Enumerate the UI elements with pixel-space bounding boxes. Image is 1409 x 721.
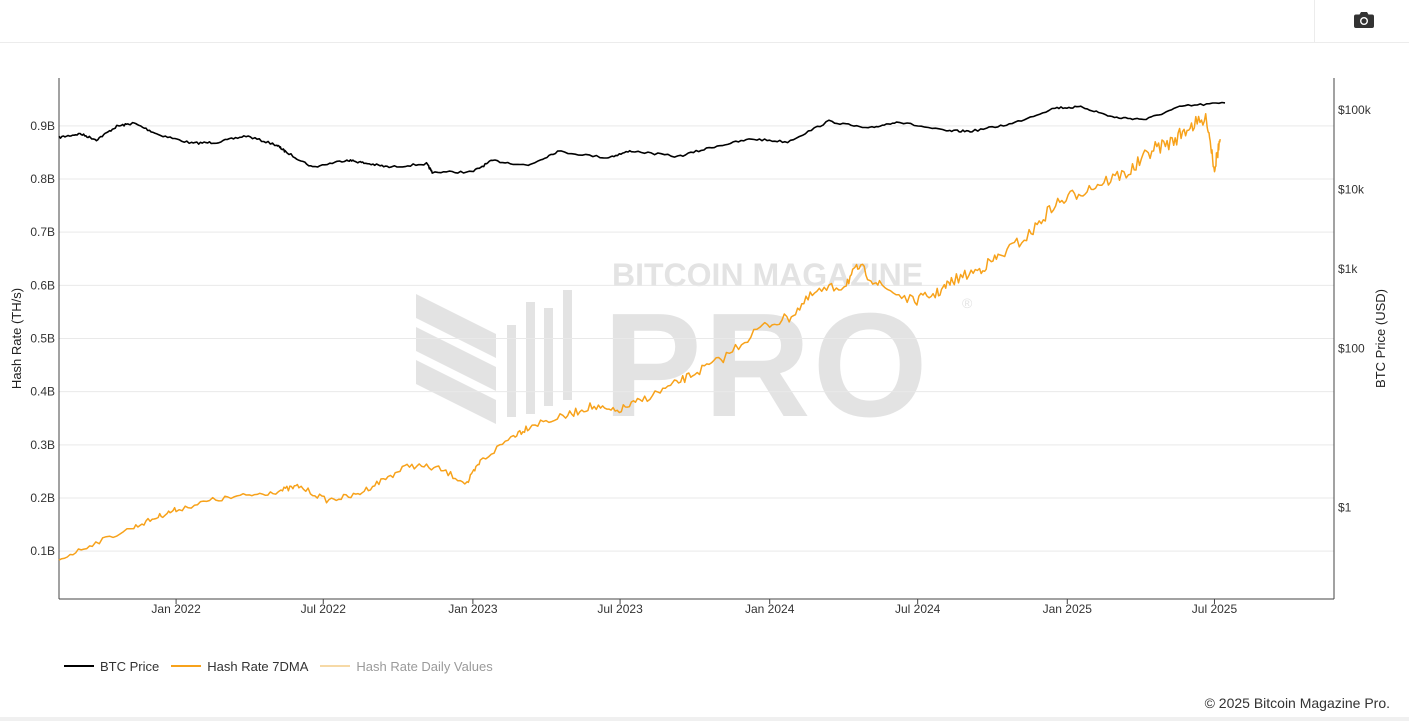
- y-right-tick-label: $100k: [1338, 103, 1372, 117]
- y-right-tick-label: $10k: [1338, 182, 1365, 196]
- legend-item-hash-rate-7dma[interactable]: Hash Rate 7DMA: [171, 659, 308, 674]
- x-tick-label: Jan 2023: [448, 602, 498, 616]
- axes: [58, 78, 1335, 604]
- y-right-tick-label: $1k: [1338, 262, 1358, 276]
- hash-rate-7dma-line: [58, 112, 1221, 561]
- btc-price-line: [58, 101, 1226, 174]
- legend-swatch-btc-price: [64, 665, 94, 667]
- grid: [59, 125, 1334, 552]
- x-tick-label: Jul 2025: [1192, 602, 1238, 616]
- legend-item-hash-rate-daily[interactable]: Hash Rate Daily Values: [320, 658, 493, 674]
- y-left-tick-label: 0.6B: [30, 278, 55, 292]
- download-image-button[interactable]: [1346, 6, 1382, 34]
- x-tick-label: Jan 2022: [151, 602, 201, 616]
- y-left-tick-label: 0.4B: [30, 385, 55, 399]
- watermark-title: BITCOIN MAGAZINE: [612, 257, 923, 293]
- legend-label: Hash Rate Daily Values: [356, 658, 493, 674]
- x-tick-label: Jul 2022: [301, 602, 347, 616]
- legend: BTC Price Hash Rate 7DMA Hash Rate Daily…: [64, 657, 493, 675]
- hash-rate-vs-price-chart: BITCOIN MAGAZINE PRO ® 0.1B0.2B0.3B0.4B0…: [9, 78, 1388, 616]
- x-tick-label: Jan 2024: [745, 602, 795, 616]
- x-tick-label: Jul 2023: [597, 602, 643, 616]
- bottom-rule: [0, 717, 1409, 721]
- x-tick-label: Jan 2025: [1043, 602, 1093, 616]
- watermark-logo-icon: [416, 290, 572, 424]
- legend-swatch-hash-rate-daily: [320, 665, 351, 667]
- axis-labels: 0.1B 0.2B 0.3B 0.4B 0.5B 0.6B 0.7B 0.8B 0.9B $1 $1…: [9, 103, 1388, 616]
- watermark-registered-mark: ®: [962, 295, 973, 311]
- y-left-tick-label: 0.8B: [30, 172, 55, 186]
- y-right-axis-title: BTC Price (USD): [1373, 289, 1388, 388]
- y-left-axis-title: Hash Rate (TH/s): [9, 288, 24, 389]
- legend-label: Hash Rate 7DMA: [207, 658, 309, 674]
- x-tick-label: Jul 2024: [895, 602, 941, 616]
- legend-item-btc-price[interactable]: BTC Price: [64, 659, 159, 674]
- toolbar-divider: [1314, 0, 1315, 42]
- series-group: [58, 101, 1226, 561]
- watermark-pro: PRO: [603, 283, 930, 448]
- legend-swatch-hash-rate-7dma: [171, 665, 202, 667]
- y-right-tick-label: $100: [1338, 341, 1365, 355]
- y-left-tick-label: 0.2B: [30, 491, 55, 505]
- watermark: BITCOIN MAGAZINE PRO ®: [416, 257, 973, 448]
- y-right-tick-label: $1: [1338, 501, 1352, 515]
- y-left-tick-label: 0.1B: [30, 544, 55, 558]
- y-left-tick-label: 0.5B: [30, 332, 55, 346]
- legend-label: BTC Price: [100, 658, 160, 674]
- y-left-tick-label: 0.7B: [30, 225, 55, 239]
- copyright-text: © 2025 Bitcoin Magazine Pro.: [1204, 695, 1390, 711]
- y-left-tick-label: 0.9B: [30, 119, 55, 133]
- y-left-tick-label: 0.3B: [30, 438, 55, 452]
- chart-toolbar: [0, 0, 1409, 43]
- camera-icon: [1354, 12, 1374, 28]
